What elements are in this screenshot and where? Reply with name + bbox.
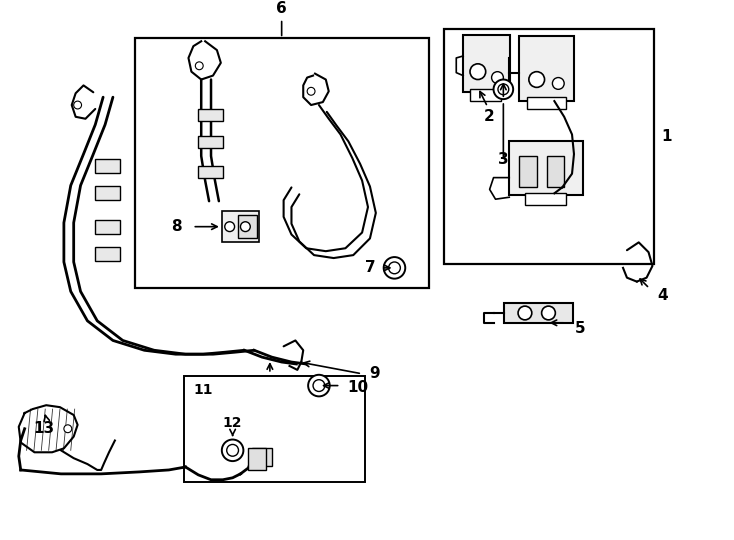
Circle shape bbox=[222, 440, 244, 461]
Bar bbox=[222, 211, 259, 242]
Circle shape bbox=[308, 375, 330, 396]
Text: 6: 6 bbox=[276, 2, 287, 16]
Circle shape bbox=[313, 380, 325, 392]
Circle shape bbox=[470, 64, 486, 79]
Bar bbox=[509, 141, 583, 195]
Bar bbox=[519, 36, 574, 101]
Circle shape bbox=[195, 62, 203, 70]
Text: 10: 10 bbox=[348, 380, 368, 395]
Circle shape bbox=[225, 222, 235, 232]
Circle shape bbox=[542, 306, 556, 320]
Bar bbox=[504, 303, 573, 323]
Circle shape bbox=[553, 78, 564, 89]
Bar bbox=[470, 89, 501, 101]
Bar bbox=[463, 36, 510, 92]
Circle shape bbox=[384, 257, 405, 279]
Bar bbox=[527, 97, 566, 109]
Bar bbox=[95, 247, 120, 261]
Text: 12: 12 bbox=[223, 416, 242, 430]
Text: 4: 4 bbox=[657, 288, 668, 303]
Text: 2: 2 bbox=[484, 109, 495, 124]
Bar bbox=[525, 193, 566, 205]
Text: 11: 11 bbox=[194, 382, 213, 396]
Text: 3: 3 bbox=[498, 152, 509, 167]
Bar bbox=[134, 38, 429, 288]
Circle shape bbox=[492, 72, 504, 84]
Circle shape bbox=[529, 72, 545, 87]
Bar bbox=[248, 448, 266, 470]
Bar bbox=[184, 376, 365, 482]
Circle shape bbox=[227, 444, 239, 456]
Bar bbox=[95, 220, 120, 233]
Text: 8: 8 bbox=[171, 219, 182, 234]
Text: 9: 9 bbox=[369, 366, 380, 381]
Bar bbox=[519, 156, 537, 187]
Text: 7: 7 bbox=[365, 260, 375, 275]
Bar bbox=[252, 448, 272, 466]
Bar bbox=[198, 166, 223, 178]
Bar bbox=[198, 137, 223, 148]
Circle shape bbox=[73, 101, 81, 109]
Bar bbox=[95, 159, 120, 173]
Bar bbox=[95, 186, 120, 200]
Bar bbox=[238, 215, 257, 239]
Circle shape bbox=[498, 84, 509, 94]
Text: 13: 13 bbox=[34, 421, 55, 436]
Circle shape bbox=[64, 425, 72, 433]
Circle shape bbox=[307, 87, 315, 95]
Bar bbox=[547, 156, 564, 187]
Circle shape bbox=[518, 306, 532, 320]
Circle shape bbox=[241, 222, 250, 232]
Circle shape bbox=[493, 79, 513, 99]
Bar bbox=[198, 109, 223, 121]
Text: 5: 5 bbox=[575, 321, 585, 336]
Polygon shape bbox=[19, 405, 78, 453]
Circle shape bbox=[388, 262, 400, 274]
Text: 1: 1 bbox=[661, 129, 672, 144]
Bar bbox=[443, 29, 655, 264]
